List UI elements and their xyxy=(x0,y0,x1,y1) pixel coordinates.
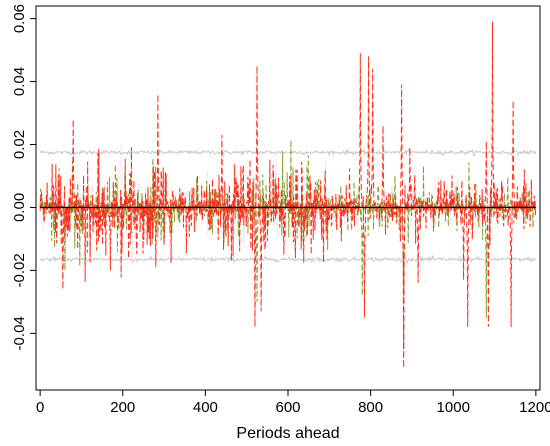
x-axis: 0 200 400 600 800 1000 1200 xyxy=(36,390,550,416)
y-tick-label: 0.04 xyxy=(11,67,28,96)
y-tick-label: 0.00 xyxy=(11,193,28,222)
plot-frame xyxy=(35,5,541,391)
secondary-series-line xyxy=(39,140,537,350)
upper-band-line xyxy=(39,148,537,157)
x-tick-label: 400 xyxy=(193,399,218,416)
x-tick-label: 800 xyxy=(358,399,383,416)
y-axis: -0.04 -0.02 0.00 0.02 0.04 0.06 xyxy=(11,4,36,350)
x-tick-label: 200 xyxy=(110,399,135,416)
x-tick-label: 600 xyxy=(275,399,300,416)
y-tick-label: 0.06 xyxy=(11,4,28,33)
confidence-band xyxy=(39,148,537,266)
x-tick-label: 0 xyxy=(36,399,44,416)
series-layer xyxy=(39,21,537,368)
x-tick-label: 1000 xyxy=(437,399,470,416)
plot-area xyxy=(35,5,541,391)
x-tick-label: 1200 xyxy=(519,399,550,416)
y-tick-label: 0.02 xyxy=(11,130,28,159)
y-tick-label: -0.04 xyxy=(11,316,28,350)
x-axis-title: Periods ahead xyxy=(236,425,339,442)
shadow-series-line xyxy=(39,144,537,350)
lower-band-line xyxy=(39,254,537,266)
y-tick-label: -0.02 xyxy=(11,253,28,287)
